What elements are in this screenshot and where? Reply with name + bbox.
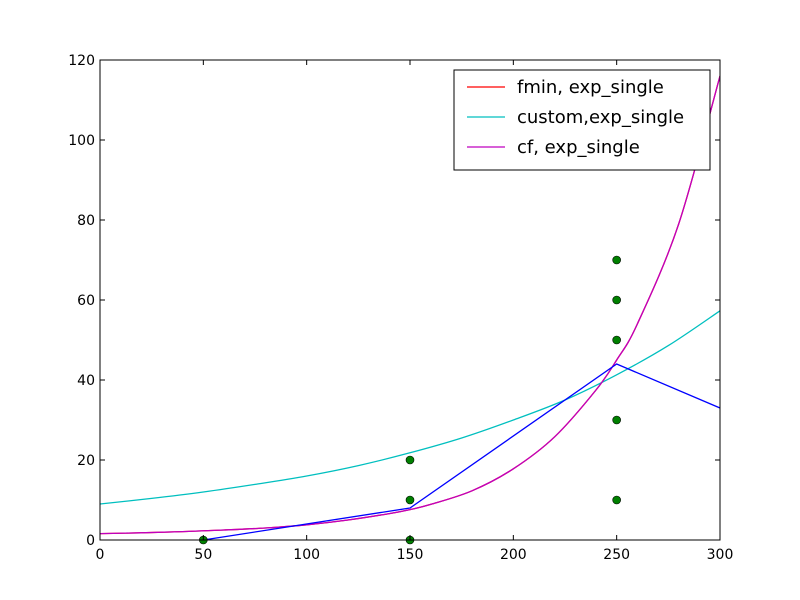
x-tick-label: 0 (96, 547, 105, 563)
x-tick-label: 200 (500, 547, 527, 563)
data-point (612, 255, 621, 265)
x-tick-label: 100 (293, 547, 320, 563)
data-point (612, 335, 621, 345)
y-tick-label: 100 (68, 133, 95, 149)
legend-label: cf, exp_single (517, 137, 640, 158)
series-line-custom-exp-single (100, 310, 720, 505)
series-line-cf-exp-single (100, 75, 720, 535)
data-point (405, 455, 415, 465)
y-tick-label: 80 (77, 213, 95, 229)
data-point (405, 495, 415, 505)
y-tick-label: 20 (77, 453, 95, 469)
x-tick-label: 250 (603, 547, 630, 563)
legend-label: fmin, exp_single (517, 77, 664, 98)
series-line-series-3 (203, 363, 720, 540)
data-point (612, 295, 621, 305)
y-tick-label: 120 (68, 53, 95, 69)
y-tick-label: 60 (77, 293, 95, 309)
x-tick-label: 50 (194, 547, 212, 563)
legend: fmin, exp_single custom,exp_single cf, exp… (453, 69, 711, 171)
series-layer (100, 75, 720, 540)
y-tick-label: 40 (77, 373, 95, 389)
x-tick-label: 150 (397, 547, 424, 563)
data-point (612, 415, 621, 425)
legend-label: custom,exp_single (517, 107, 684, 128)
ticks-layer: 0 50 100 150 200 250 300 0 20 40 60 80 100 120 (68, 53, 733, 563)
x-tick-label: 300 (707, 547, 734, 563)
data-point (612, 495, 621, 505)
y-tick-label: 0 (86, 533, 95, 549)
